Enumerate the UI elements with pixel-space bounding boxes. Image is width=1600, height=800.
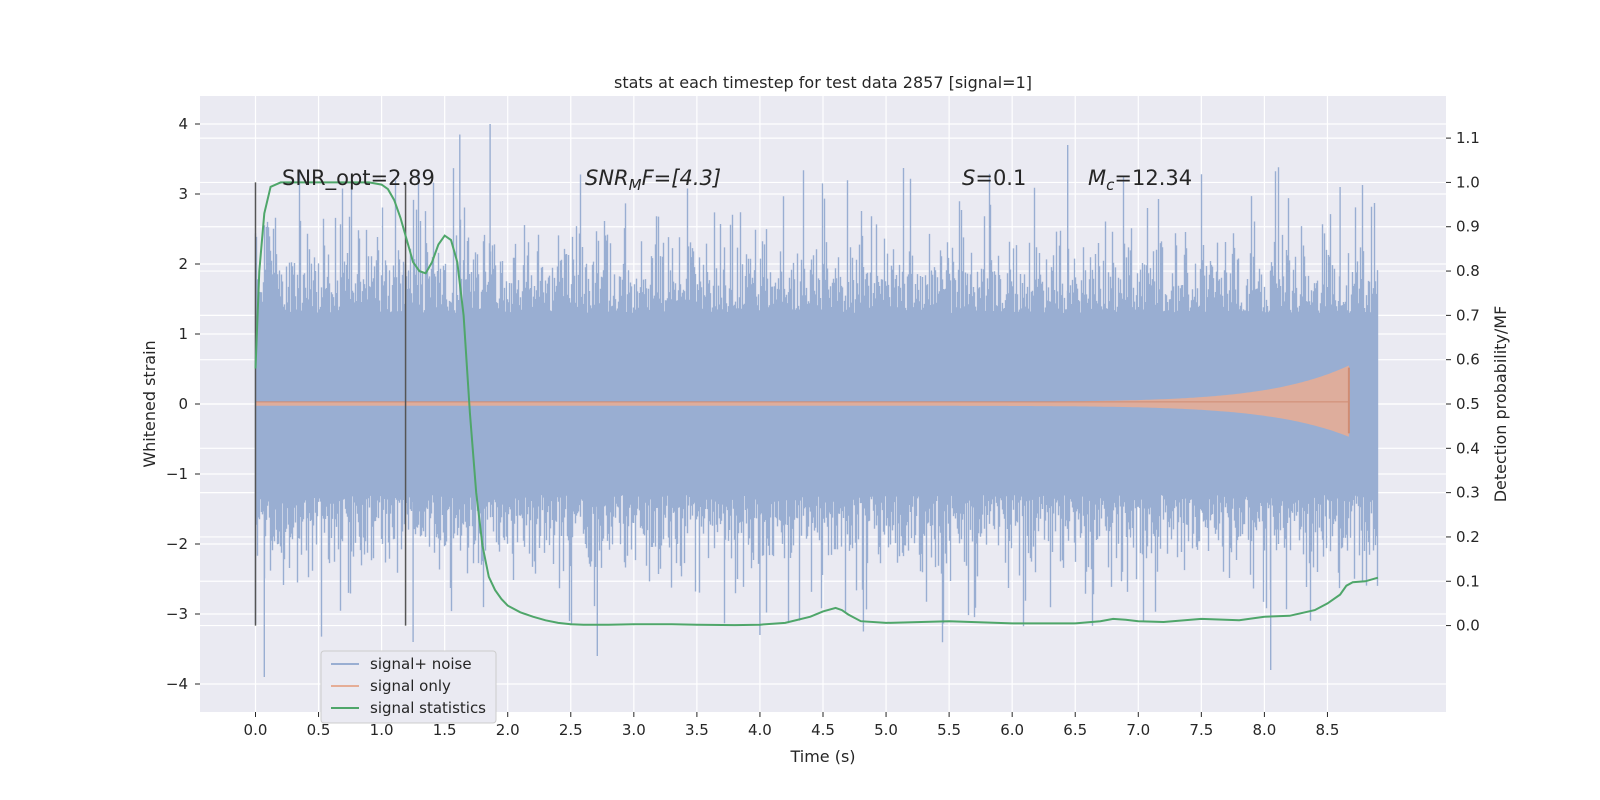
legend-box xyxy=(320,650,497,724)
y-tick-label: −3 xyxy=(166,605,188,623)
y2-tick-label: 0.5 xyxy=(1456,395,1480,413)
y2-tick-label: 0.0 xyxy=(1456,617,1480,635)
x-tick-label: 5.5 xyxy=(937,721,961,739)
legend-label-signal-noise: signal+ noise xyxy=(370,655,472,673)
x-tick-label: 2.0 xyxy=(496,721,520,739)
y-ticks: −4 −3 −2 −1 0 1 2 3 4 xyxy=(166,115,200,693)
y2-tick-label: 0.9 xyxy=(1456,218,1480,236)
x-tick-label: 7.0 xyxy=(1126,721,1150,739)
y-tick-label: 0 xyxy=(178,395,188,413)
legend-label-signal-only: signal only xyxy=(370,677,451,695)
snr-mf-main: SNR xyxy=(585,166,629,190)
y2-axis-title: Detection probability/MF xyxy=(1491,306,1510,503)
y2-tick-label: 0.1 xyxy=(1456,572,1480,590)
y-tick-label: −1 xyxy=(166,465,188,483)
legend: signal+ noise signal only signal statist… xyxy=(320,650,497,724)
signal-only-series xyxy=(255,365,1350,437)
y2-tick-label: 0.4 xyxy=(1456,439,1480,457)
x-tick-label: 1.0 xyxy=(370,721,394,739)
y2-tick-label: 0.8 xyxy=(1456,262,1480,280)
y-tick-label: −4 xyxy=(166,675,188,693)
annotation-snr-mf: SNRMF=[4.3] xyxy=(585,166,721,194)
x-tick-label: 7.5 xyxy=(1189,721,1213,739)
x-tick-label: 4.5 xyxy=(811,721,835,739)
y-tick-label: 3 xyxy=(178,185,188,203)
vertical-markers xyxy=(254,182,407,626)
annotation-snr-opt: SNR_opt=2.89 xyxy=(282,166,435,191)
y2-tick-label: 1.1 xyxy=(1456,129,1480,147)
chart-title: stats at each timestep for test data 285… xyxy=(614,73,1032,92)
x-ticks: 0.0 0.5 1.0 1.5 2.0 2.5 3.0 3.5 4.0 4.5 5.0 5.5 6.0 6… xyxy=(244,712,1340,739)
snr-mf-rest: F=[4.3] xyxy=(642,166,721,190)
x-tick-label: 3.0 xyxy=(622,721,646,739)
y2-tick-label: 0.3 xyxy=(1456,484,1480,502)
y-axis-title: Whitened strain xyxy=(140,340,159,467)
x-tick-label: 4.0 xyxy=(748,721,772,739)
x-tick-label: 0.5 xyxy=(307,721,331,739)
signal-chirp xyxy=(255,365,1349,437)
y2-tick-label: 0.2 xyxy=(1456,528,1480,546)
legend-label-signal-statistics: signal statistics xyxy=(370,699,486,717)
signal-statistics-line xyxy=(254,181,1379,627)
y-tick-label: 4 xyxy=(178,115,188,133)
y-tick-label: 1 xyxy=(178,325,188,343)
y2-ticks: 0.0 0.1 0.2 0.3 0.4 0.5 0.6 0.7 0.8 0.9 1.0 1.1 xyxy=(1446,129,1480,635)
mc-main: M xyxy=(1088,166,1106,190)
y2-tick-label: 1.0 xyxy=(1456,173,1480,191)
x-tick-label: 0.0 xyxy=(244,721,268,739)
snr-mf-sub: M xyxy=(629,176,642,194)
x-tick-label: 8.5 xyxy=(1316,721,1340,739)
x-tick-label: 2.5 xyxy=(559,721,583,739)
x-tick-label: 8.0 xyxy=(1252,721,1276,739)
y-tick-label: −2 xyxy=(166,535,188,553)
x-tick-label: 5.0 xyxy=(874,721,898,739)
mc-rest: =12.34 xyxy=(1114,166,1192,190)
x-tick-label: 6.5 xyxy=(1063,721,1087,739)
mc-sub: c xyxy=(1106,176,1115,194)
annotation-s: S=0.1 xyxy=(962,166,1026,190)
annotation-mc: Mc=12.34 xyxy=(1088,166,1192,194)
y2-tick-label: 0.6 xyxy=(1456,351,1480,369)
x-tick-label: 3.5 xyxy=(685,721,709,739)
s-main: S xyxy=(962,166,975,190)
x-tick-label: 1.5 xyxy=(433,721,457,739)
y2-tick-label: 0.7 xyxy=(1456,306,1480,324)
x-tick-label: 6.0 xyxy=(1000,721,1024,739)
s-rest: =0.1 xyxy=(975,166,1026,190)
y-tick-label: 2 xyxy=(178,255,188,273)
x-axis-title: Time (s) xyxy=(789,747,855,766)
